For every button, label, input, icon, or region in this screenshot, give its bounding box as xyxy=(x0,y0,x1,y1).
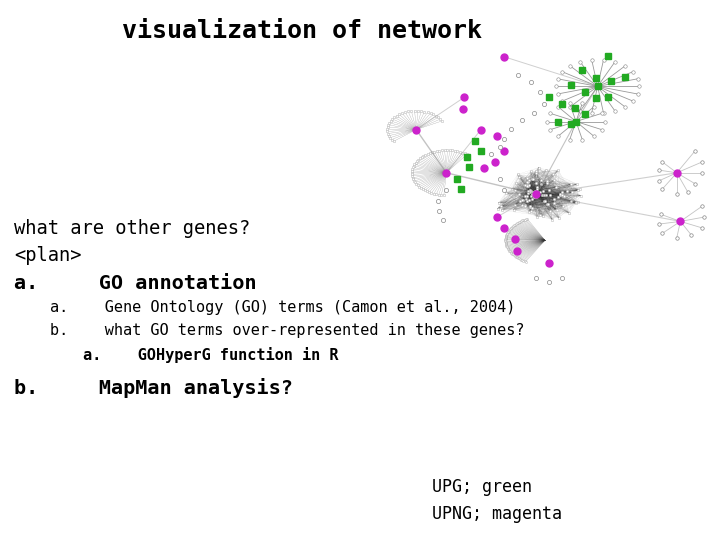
Text: visualization of network: visualization of network xyxy=(122,19,482,43)
Text: a.    GOHyperG function in R: a. GOHyperG function in R xyxy=(83,347,338,363)
Text: what are other genes?: what are other genes? xyxy=(14,219,251,238)
Text: a.     GO annotation: a. GO annotation xyxy=(14,274,257,293)
Text: b.    what GO terms over-represented in these genes?: b. what GO terms over-represented in the… xyxy=(50,323,525,338)
Text: <plan>: <plan> xyxy=(14,246,82,265)
Text: b.     MapMan analysis?: b. MapMan analysis? xyxy=(14,378,293,398)
Text: a.    Gene Ontology (GO) terms (Camon et al., 2004): a. Gene Ontology (GO) terms (Camon et al… xyxy=(50,300,516,315)
Text: UPNG; magenta: UPNG; magenta xyxy=(432,505,562,523)
Text: UPG; green: UPG; green xyxy=(432,478,532,496)
